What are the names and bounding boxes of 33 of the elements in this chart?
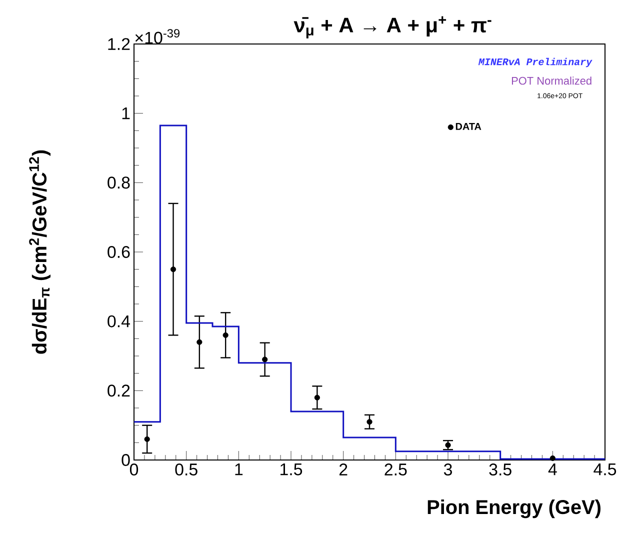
point xyxy=(366,419,372,425)
annotation: MINERvA Preliminary xyxy=(478,58,592,68)
y-tick-label: 1 xyxy=(122,107,130,120)
point xyxy=(445,442,451,448)
x-tick-label: 0 xyxy=(130,464,138,476)
point xyxy=(196,339,202,345)
x-axis-title: Pion Energy (GeV) xyxy=(428,500,600,518)
point xyxy=(262,356,268,362)
x-tick-label: 4.5 xyxy=(594,464,616,476)
y-tick-label: 0 xyxy=(122,454,130,466)
legend-label: DATA xyxy=(456,123,482,130)
point xyxy=(222,332,228,338)
x-tick-label: 2.5 xyxy=(384,464,407,476)
y-tick-label: 0.8 xyxy=(108,176,130,189)
annotation: POT Normalized xyxy=(512,76,592,85)
x-tick-label: 3 xyxy=(444,464,452,476)
point xyxy=(144,436,150,442)
y-tick-label: 1.2 xyxy=(108,38,130,50)
x-tick-label: 1 xyxy=(235,464,243,476)
point xyxy=(550,455,556,462)
point xyxy=(314,394,320,400)
chart-title: ν̄$_{μ}$ + A → A + μ$^{+}$ + π$^{-}$ xyxy=(294,16,492,38)
y-tick-label: 0.6 xyxy=(108,246,130,258)
x-tick-label: 0.5 xyxy=(175,464,198,476)
point xyxy=(170,266,176,272)
x-tick-label: 1.5 xyxy=(280,464,302,476)
y-axis-title: dσ/dE$_{π}$ (cm$^{2}$/GeV/C$^{12}$) xyxy=(29,150,50,354)
x-tick-label: 4 xyxy=(548,464,557,476)
x-tick-label: 3.5 xyxy=(489,464,512,476)
text: ×10$^{-39}$ xyxy=(135,29,180,44)
y-tick-label: 0.2 xyxy=(108,384,130,397)
y-tick-label: 0.4 xyxy=(108,315,130,328)
x-tick-label: 2 xyxy=(339,464,348,476)
